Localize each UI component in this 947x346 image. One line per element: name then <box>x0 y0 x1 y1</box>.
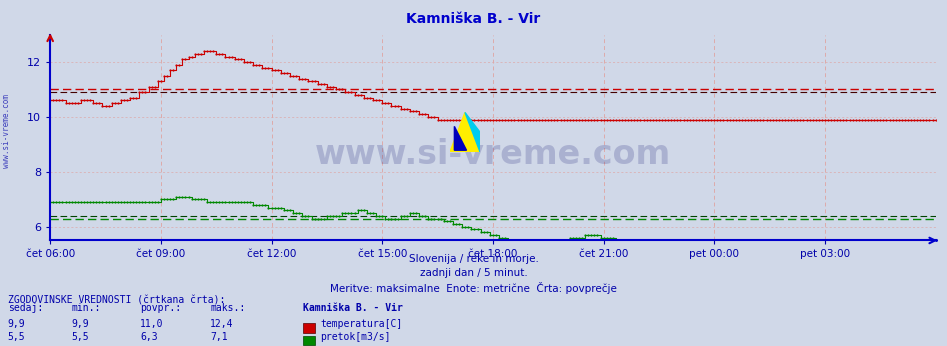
Text: www.si-vreme.com: www.si-vreme.com <box>314 137 671 171</box>
Text: 9,9: 9,9 <box>71 319 89 329</box>
Text: 5,5: 5,5 <box>71 332 89 342</box>
Text: Kamniška B. - Vir: Kamniška B. - Vir <box>406 12 541 26</box>
Text: 5,5: 5,5 <box>8 332 26 342</box>
Text: 7,1: 7,1 <box>210 332 228 342</box>
Text: min.:: min.: <box>71 303 100 313</box>
Text: 11,0: 11,0 <box>140 319 164 329</box>
Text: Kamniška B. - Vir: Kamniška B. - Vir <box>303 303 402 313</box>
Text: pretok[m3/s]: pretok[m3/s] <box>320 332 390 342</box>
Text: sedaj:: sedaj: <box>8 303 43 313</box>
Text: Slovenija / reke in morje.: Slovenija / reke in morje. <box>408 254 539 264</box>
Text: povpr.:: povpr.: <box>140 303 181 313</box>
Text: Meritve: maksimalne  Enote: metrične  Črta: povprečje: Meritve: maksimalne Enote: metrične Črta… <box>331 282 616 294</box>
Text: temperatura[C]: temperatura[C] <box>320 319 402 329</box>
Text: 12,4: 12,4 <box>210 319 234 329</box>
Text: www.si-vreme.com: www.si-vreme.com <box>2 94 11 169</box>
Text: 9,9: 9,9 <box>8 319 26 329</box>
Polygon shape <box>465 112 480 152</box>
Text: 6,3: 6,3 <box>140 332 158 342</box>
Polygon shape <box>450 112 480 152</box>
Text: maks.:: maks.: <box>210 303 245 313</box>
Text: zadnji dan / 5 minut.: zadnji dan / 5 minut. <box>420 268 527 278</box>
Polygon shape <box>455 126 467 150</box>
Text: ZGODOVINSKE VREDNOSTI (črtkana črta):: ZGODOVINSKE VREDNOSTI (črtkana črta): <box>8 296 225 306</box>
